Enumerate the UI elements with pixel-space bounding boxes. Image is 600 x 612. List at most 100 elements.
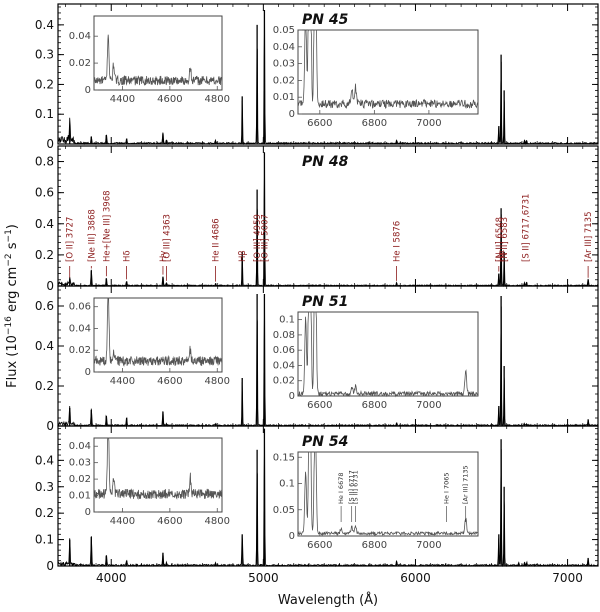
inset-frame	[297, 451, 479, 537]
inset-frame	[297, 311, 479, 397]
inset-y-tick-label: 0	[85, 85, 91, 96]
y-axis-title-part: Flux (10	[5, 335, 20, 388]
inset-spectrum-line	[297, 29, 479, 110]
inset-x-tick-label: 4600	[157, 94, 182, 105]
spectrum-line	[57, 438, 599, 568]
inset-panel: 0 0.01 0.02 0.03 0.04 0.05 6600 6800 7000	[273, 25, 479, 129]
inset-y-tick-label: 0.02	[273, 376, 295, 387]
line-id-label: He II 4686	[212, 218, 222, 262]
line-id-label: [O III] 4363	[162, 214, 172, 262]
line-id-label: [Ne III] 3868	[87, 209, 97, 262]
inset-x-tick-label: 4800	[205, 516, 230, 527]
inset-y-tick-label: 0.04	[69, 31, 91, 42]
inset-y-tick-label: 0.03	[69, 458, 91, 469]
inset-panel: 0 0.02 0.04 4400 4600 4800	[69, 15, 230, 105]
inset-annotation-label: He I 7065	[443, 473, 451, 504]
y-tick-label: 0.4	[35, 453, 54, 467]
inset-x-tick-label: 4600	[157, 376, 182, 387]
x-tick-label: 6000	[400, 571, 431, 585]
inset-y-tick-label: 0	[289, 109, 295, 120]
spectrum-panel-4: 0 0.1 0.2 0.3 0.4 PN 54 0 0.01 0.02 0.03 0.04 4400 4…	[35, 425, 599, 585]
inset-y-tick-label: 0.01	[69, 491, 91, 502]
inset-y-tick-label: 0	[289, 531, 295, 542]
line-id-label: [S II] 6717,6731	[522, 194, 532, 262]
inset-y-tick-label: 0	[289, 391, 295, 402]
inset-x-tick-label: 7000	[416, 118, 441, 129]
panel-frame	[57, 3, 599, 145]
inset-y-tick-label: 0	[85, 507, 91, 518]
y-axis-title-part: −16	[4, 316, 14, 335]
inset-panel: 0 0.02 0.04 0.06 0.08 0.1 6600 6800 7000	[273, 311, 479, 411]
y-tick-label: 0.1	[35, 533, 54, 547]
spectrum-line	[57, 18, 599, 146]
y-axis-title-part: erg cm	[5, 267, 20, 316]
panel-title: PN 45	[302, 12, 349, 28]
inset-x-tick-label: 6800	[362, 540, 387, 551]
y-tick-label: 0.2	[35, 506, 54, 520]
y-tick-label: 0.8	[35, 155, 54, 169]
y-axis-title: Flux (10−16 erg cm−2 s−1)	[4, 224, 20, 388]
panel-title: PN 51	[302, 294, 348, 310]
panel-title: PN 48	[302, 154, 349, 170]
inset-y-tick-label: 0.03	[273, 59, 295, 70]
inset-frame	[93, 15, 223, 91]
x-tick-label: 5000	[248, 571, 279, 585]
y-tick-label: 0.2	[35, 379, 54, 393]
x-axis-title: Wavelength (Å)	[278, 592, 378, 608]
y-tick-label: 0	[46, 419, 54, 433]
spectrum-line	[57, 162, 599, 288]
inset-y-tick-label: 0.04	[273, 360, 295, 371]
inset-annotation-label: [S II] 6731	[352, 470, 360, 504]
y-tick-label: 0	[46, 137, 54, 151]
inset-x-tick-label: 6800	[362, 118, 387, 129]
inset-x-tick-label: 6600	[307, 118, 332, 129]
inset-y-tick-label: 0.05	[273, 25, 295, 36]
y-tick-label: 0.2	[35, 248, 54, 262]
line-id-label: Hδ	[123, 250, 133, 262]
y-axis-title-part: −1	[4, 229, 14, 242]
inset-spectrum-line	[93, 34, 223, 87]
inset-x-tick-label: 4800	[205, 376, 230, 387]
x-tick-label: 7000	[552, 571, 583, 585]
inset-spectrum-line	[297, 451, 479, 537]
y-axis-title-part: s	[5, 242, 20, 253]
y-tick-label: 0.4	[35, 339, 54, 353]
inset-y-tick-label: 0.1	[279, 315, 295, 326]
spectrum-panel-2: 0 0.2 0.4 0.6 0.8 PN 48 [O II] 3727 [Ne III] 38…	[35, 145, 599, 293]
inset-spectrum-line	[297, 311, 479, 398]
inset-y-tick-label: 0.05	[273, 505, 295, 516]
x-tick-label: 4000	[96, 571, 127, 585]
inset-y-tick-label: 0.1	[279, 479, 295, 490]
inset-y-tick-label: 0.06	[273, 345, 295, 356]
y-axis-title-part: −2	[4, 253, 14, 266]
inset-x-tick-label: 4400	[110, 516, 135, 527]
line-id-label: Hα	[497, 250, 507, 262]
y-tick-label: 0.4	[35, 18, 54, 32]
line-id-label: He I 5876	[393, 221, 403, 262]
line-id-label: [O II] 3727	[66, 217, 76, 262]
inset-y-tick-label: 0.02	[69, 345, 91, 356]
line-id-label: [O III] 5007	[260, 214, 270, 262]
inset-y-tick-label: 0.08	[273, 330, 295, 341]
inset-y-tick-label: 0	[85, 367, 91, 378]
y-axis-title-part: )	[5, 224, 20, 229]
y-tick-label: 0	[46, 279, 54, 293]
inset-y-tick-label: 0.04	[69, 323, 91, 334]
inset-frame	[93, 437, 223, 513]
inset-x-tick-label: 4400	[110, 376, 135, 387]
y-tick-label: 0.1	[35, 107, 54, 121]
y-tick-label: 0.3	[35, 480, 54, 494]
inset-x-tick-label: 6600	[307, 400, 332, 411]
inset-y-tick-label: 0.06	[69, 302, 91, 313]
y-tick-label: 0.6	[35, 186, 54, 200]
panel-frame	[57, 425, 599, 567]
inset-spectrum-line	[93, 437, 223, 500]
line-id-label: He+[Ne III] 3968	[102, 190, 112, 262]
inset-annotation-label: [S II] 6717	[348, 470, 356, 504]
y-tick-label: 0.4	[35, 217, 54, 231]
inset-x-tick-label: 6800	[362, 400, 387, 411]
inset-y-tick-label: 0.02	[273, 75, 295, 86]
inset-y-tick-label: 0.01	[273, 92, 295, 103]
inset-x-tick-label: 7000	[416, 540, 441, 551]
